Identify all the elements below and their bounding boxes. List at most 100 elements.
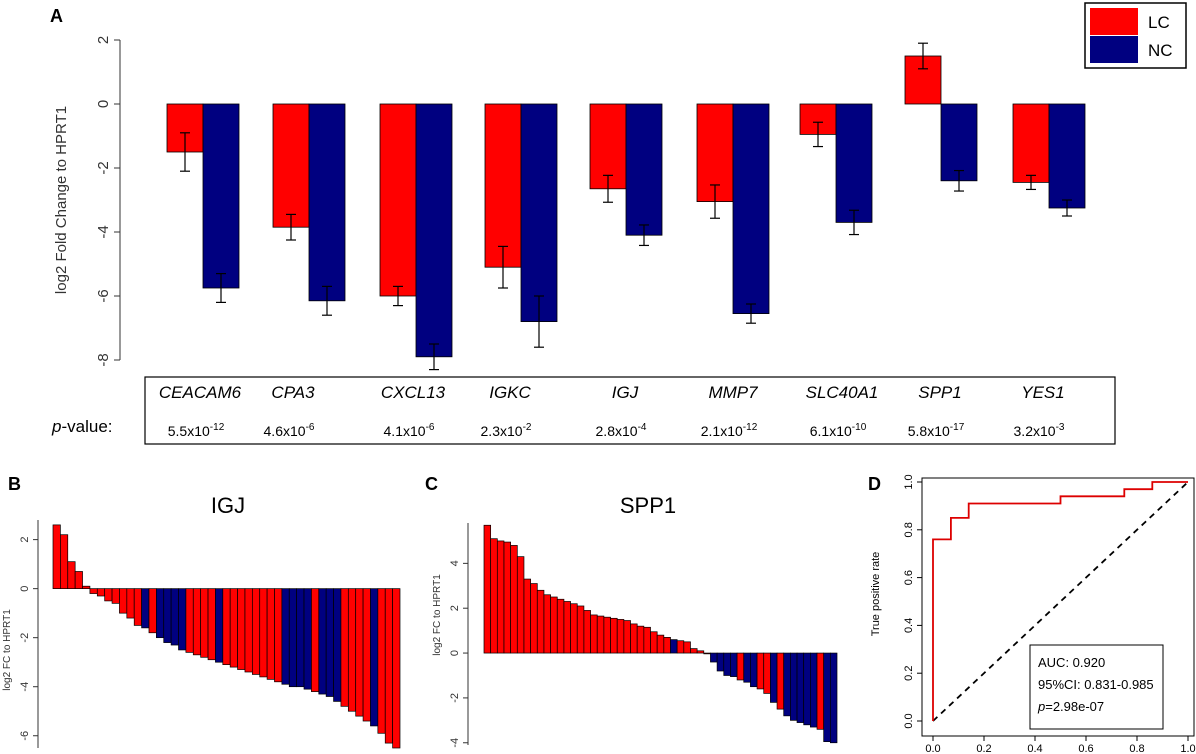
waterfall-bar [756, 652, 765, 690]
y-tick-label: -4 [95, 225, 112, 238]
waterfall-bar [244, 588, 253, 673]
waterfall-bar [170, 588, 179, 646]
roc-pvalue: p=2.98e-07 [1037, 699, 1104, 714]
bar-nc-cpa3 [308, 103, 346, 302]
waterfall-bar [796, 652, 805, 723]
bar-nc-igj [625, 103, 663, 236]
waterfall-bar [663, 637, 671, 654]
pvalue-ceacam6: 5.5x10-12 [168, 422, 225, 439]
waterfall-bar [156, 588, 165, 639]
gene-label-igj: IGJ [612, 383, 639, 402]
waterfall-bar [636, 625, 645, 654]
waterfall-bar [656, 634, 665, 654]
waterfall-bar [670, 639, 678, 654]
waterfall-bar [763, 652, 771, 694]
waterfall-bar [362, 588, 371, 722]
waterfall-bar [222, 588, 231, 665]
waterfall-bar [650, 631, 658, 654]
waterfall-bar [148, 588, 157, 634]
waterfall-bar [119, 588, 128, 614]
y-tick-label: 0.2 [903, 666, 915, 681]
waterfall-bar [690, 648, 698, 654]
gene-table-box [144, 376, 1116, 445]
waterfall-bar [126, 588, 135, 619]
panel-d-chart: True positive rate 0.0 0.2 0.4 0.6 0.8 1.0 0.0… [870, 474, 1196, 754]
waterfall-bar [392, 588, 401, 749]
pvalue-cxcl13: 4.1x10-6 [384, 422, 435, 439]
y-tick-label: 4 [449, 560, 461, 566]
waterfall-bar [192, 588, 202, 656]
y-tick-label: -2 [95, 161, 112, 174]
waterfall-bar [89, 588, 98, 594]
waterfall-bar [770, 652, 778, 703]
gene-label-igkc: IGKC [489, 383, 531, 402]
y-tick-label: -6 [19, 731, 31, 741]
waterfall-bar [683, 641, 691, 654]
waterfall-bar [178, 588, 187, 651]
waterfall-bar [347, 588, 357, 712]
waterfall-bar [623, 620, 631, 654]
waterfall-bar [596, 615, 605, 654]
waterfall-bar [563, 601, 571, 654]
legend: LC NC [1084, 2, 1187, 69]
waterfall-bar [550, 596, 558, 654]
y-tick-label: 2 [19, 537, 31, 543]
waterfall-bar [200, 588, 209, 658]
waterfall-bar [288, 588, 297, 688]
waterfall-bar [676, 640, 685, 654]
pvalue-yes1: 3.2x10-3 [1014, 422, 1065, 439]
y-tick-label: -4 [449, 738, 461, 748]
waterfall-bar [516, 556, 525, 654]
waterfall-bar [259, 588, 268, 678]
bar-nc-igkc [520, 103, 558, 323]
roc-auc: AUC: 0.920 [1038, 655, 1105, 670]
y-tick-label: 0.8 [903, 522, 915, 537]
waterfall-bar [583, 610, 591, 654]
panel-label-d: D [868, 474, 881, 494]
waterfall-bar [536, 589, 545, 654]
x-tick-label: 0.6 [1078, 743, 1093, 754]
waterfall-bar [333, 588, 342, 702]
waterfall-bar [311, 588, 320, 692]
roc-ci: 95%CI: 0.831-0.985 [1038, 677, 1154, 692]
waterfall-bar [510, 545, 518, 654]
pvalue-igj: 2.8x10-4 [596, 422, 647, 439]
y-tick-label: -2 [19, 633, 31, 643]
y-tick-label: 2 [95, 36, 112, 44]
waterfall-bar [483, 524, 492, 654]
y-tick-label: -6 [95, 289, 112, 302]
waterfall-bar [496, 540, 505, 654]
waterfall-bar [377, 588, 386, 734]
waterfall-bar [503, 541, 511, 654]
waterfall-bar [303, 588, 312, 690]
waterfall-bar [570, 603, 578, 654]
panel-a-ylabel: log2 Fold Change to HPRT1 [53, 106, 70, 294]
waterfall-bar [111, 588, 120, 604]
bar-lc-cxcl13 [379, 103, 417, 297]
waterfall-bar [207, 588, 216, 661]
x-tick-label: 1.0 [1180, 743, 1195, 754]
waterfall-bar [630, 623, 638, 654]
panel-c-title: SPP1 [620, 493, 676, 518]
y-tick-label: -4 [19, 682, 31, 692]
pvalue-mmp7: 2.1x10-12 [701, 422, 758, 439]
waterfall-bar [355, 588, 364, 717]
y-tick-label: 1.0 [903, 474, 915, 489]
waterfall-bar [750, 652, 758, 688]
gene-label-slc40a1: SLC40A1 [806, 383, 879, 402]
roc-stats-box [1029, 644, 1164, 730]
y-tick-label: 0 [95, 100, 112, 108]
waterfall-bar [783, 652, 791, 717]
waterfall-bar [810, 652, 818, 728]
bar-lc-cpa3 [272, 103, 310, 228]
waterfall-bar [281, 588, 290, 685]
roc-diagonal [932, 481, 1189, 722]
waterfall-bar [229, 588, 238, 668]
x-tick-label: 0.0 [925, 743, 940, 754]
waterfall-bar [816, 652, 825, 730]
panel-c-ylabel: log2 FC to HPRT1 [432, 574, 443, 656]
waterfall-bar [723, 652, 731, 676]
bar-lc-igkc [484, 103, 522, 268]
waterfall-bar [556, 598, 565, 654]
bar-nc-slc40a1 [835, 103, 873, 223]
